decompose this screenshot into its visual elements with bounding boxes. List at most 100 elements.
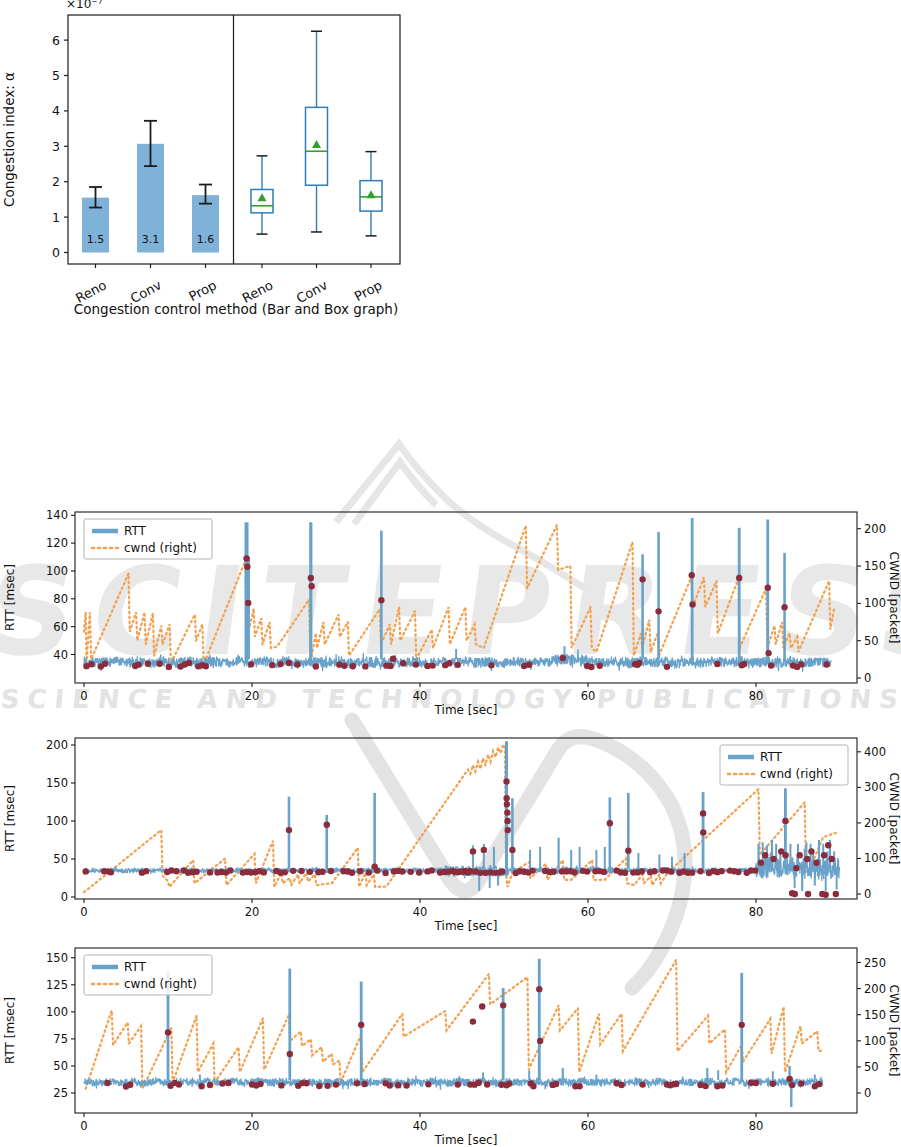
x-axis-label: Time [sec]: [434, 919, 498, 933]
retransmit-dot: [333, 1081, 339, 1087]
retransmit-dot: [207, 869, 213, 875]
retransmit-dot: [689, 601, 695, 607]
retransmit-dot: [328, 868, 334, 874]
bar-value-label: 1.5: [87, 233, 105, 246]
retransmit-dot: [499, 868, 505, 874]
retransmit-dot: [135, 661, 141, 667]
retransmit-dot: [362, 663, 368, 669]
retransmit-dot: [308, 583, 314, 589]
retransmit-dot: [324, 822, 330, 828]
left-tick-label: 50: [53, 1059, 68, 1073]
retransmit-dot: [789, 1082, 795, 1088]
retransmit-dot: [429, 867, 435, 873]
retransmit-dot: [639, 1081, 645, 1087]
x-tick-label: 80: [749, 689, 764, 703]
x-tick-label: 20: [245, 689, 260, 703]
x-tick-label: 40: [413, 689, 428, 703]
bar-box-chart: 0123456×10⁻⁷1.53.11.6RenoConvPropRenoCon…: [0, 0, 450, 340]
figure-page: SCITEPRESS SCIENCE AND TECHNOLOGY PUBLIC…: [0, 0, 901, 1147]
retransmit-dot: [758, 860, 764, 866]
legend-label: RTT: [760, 750, 783, 764]
retransmit-dot: [668, 868, 674, 874]
right-axis-label: CWND [packet]: [887, 552, 901, 644]
retransmit-dot: [470, 848, 476, 854]
retransmit-dot: [257, 1081, 263, 1087]
retransmit-dot: [104, 1080, 110, 1086]
retransmit-dot: [219, 1080, 225, 1086]
retransmit-dot: [536, 986, 542, 992]
right-tick-label: 100: [864, 851, 886, 865]
x-tick-label: 80: [749, 1119, 764, 1133]
retransmit-dot: [752, 867, 758, 873]
right-axis-label: CWND [packet]: [887, 985, 901, 1077]
retransmit-dot: [735, 869, 741, 875]
retransmit-dot: [127, 1082, 133, 1088]
y-tick-label: 5: [52, 68, 60, 83]
right-tick-label: 100: [864, 1034, 886, 1048]
left-tick-label: 40: [53, 648, 68, 662]
retransmit-dot: [798, 1080, 804, 1086]
retransmit-dot: [739, 1022, 745, 1028]
retransmit-dot: [821, 852, 827, 858]
x-axis-label: Time [sec]: [434, 1133, 498, 1147]
legend-label: RTT: [124, 524, 147, 538]
retransmit-dot: [504, 801, 510, 807]
retransmit-dot: [798, 661, 804, 667]
retransmit-dot: [286, 660, 292, 666]
retransmit-dot: [176, 1081, 182, 1087]
retransmit-dot: [753, 1080, 759, 1086]
retransmit-dot: [504, 818, 510, 824]
retransmit-dot: [165, 1029, 171, 1035]
retransmit-dot: [762, 852, 768, 858]
retransmit-dot: [796, 852, 802, 858]
legend-label: cwnd (right): [124, 977, 197, 991]
left-tick-label: 0: [61, 890, 68, 904]
retransmit-dot: [166, 664, 172, 670]
retransmit-dot: [248, 661, 254, 667]
retransmit-dot: [186, 660, 192, 666]
retransmit-dot: [227, 867, 233, 873]
bar-value-label: 3.1: [142, 233, 160, 246]
y-axis-label: Congestion index: α: [1, 72, 17, 207]
x-tick-label: 20: [245, 905, 260, 919]
retransmit-dot: [207, 1082, 213, 1088]
retransmit-dot: [349, 870, 355, 876]
y-tick-label: 3: [52, 139, 60, 154]
retransmit-dot: [145, 660, 151, 666]
legend-label: RTT: [124, 960, 147, 974]
retransmit-dot: [550, 869, 556, 875]
retransmit-dot: [782, 818, 788, 824]
legend-label: cwnd (right): [124, 541, 197, 555]
x-tick-label: 40: [413, 905, 428, 919]
retransmit-dot: [530, 1083, 536, 1089]
retransmit-dot: [455, 1081, 461, 1087]
retransmit-dot: [588, 664, 594, 670]
retransmit-dot: [718, 868, 724, 874]
retransmit-dot: [488, 662, 494, 668]
retransmit-dot: [805, 891, 811, 897]
retransmit-dot: [576, 1083, 582, 1089]
retransmit-dot: [804, 856, 810, 862]
retransmit-dot: [225, 1080, 231, 1086]
y-tick-label: 2: [52, 174, 60, 189]
retransmit-dot: [307, 869, 313, 875]
right-tick-label: 150: [864, 559, 886, 573]
left-tick-label: 200: [46, 738, 68, 752]
x-tick-label: 60: [581, 905, 596, 919]
retransmit-dot: [828, 856, 834, 862]
retransmit-dot: [526, 662, 532, 668]
retransmit-dot: [400, 660, 406, 666]
retransmit-dot: [823, 661, 829, 667]
retransmit-dot: [537, 1038, 543, 1044]
retransmit-dot: [102, 661, 108, 667]
retransmit-dot: [700, 810, 706, 816]
right-tick-label: 50: [864, 634, 879, 648]
retransmit-dot: [455, 662, 461, 668]
retransmit-dot: [833, 891, 839, 897]
retransmit-dot: [261, 869, 267, 875]
retransmit-dot: [813, 860, 819, 866]
retransmit-dot: [601, 869, 607, 875]
x-tick-label: 0: [80, 1119, 87, 1133]
x-axis-label: Congestion control method (Bar and Box g…: [74, 301, 398, 317]
retransmit-dot: [316, 1083, 322, 1089]
